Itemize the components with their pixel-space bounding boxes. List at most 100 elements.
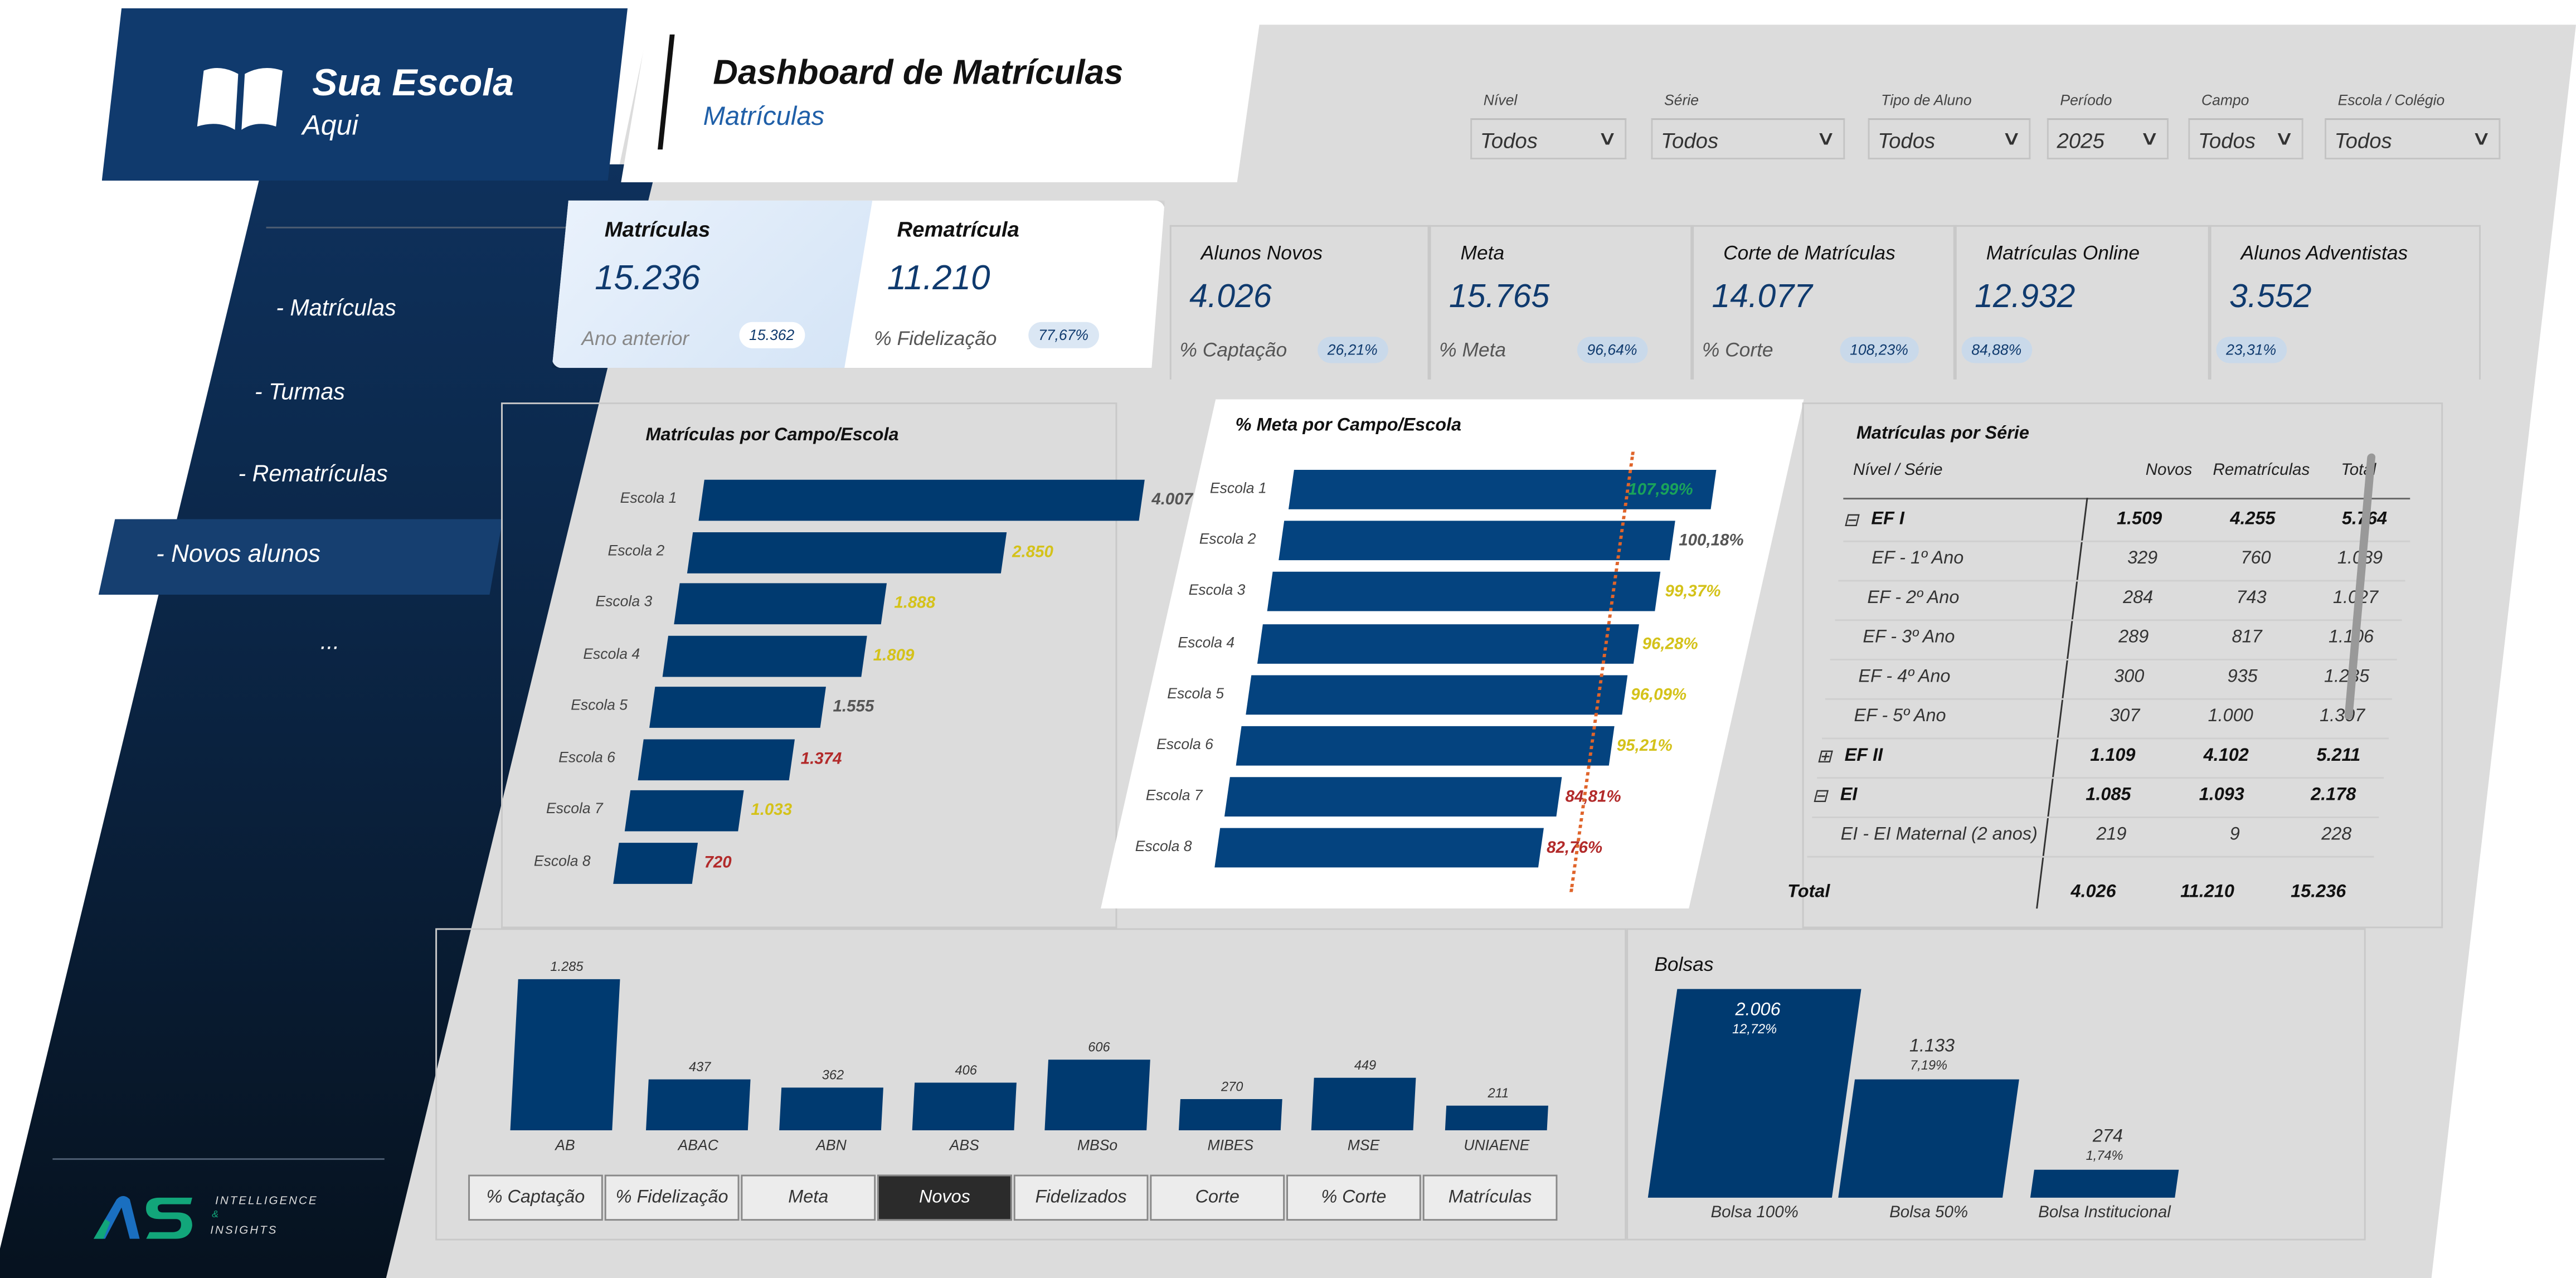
expand-toggle-icon[interactable]: ⊟ — [1812, 786, 1827, 807]
sidebar-item-rematriculas[interactable]: - Rematrículas — [238, 460, 388, 487]
bar-abn — [779, 1087, 883, 1130]
bar-value-label: 1.033 — [751, 801, 793, 820]
filter-dropdown-0[interactable]: Todos ∨ — [1470, 118, 1627, 159]
bar-category-label: Escola 3 — [595, 593, 653, 610]
bar-category-label: Escola 7 — [1145, 787, 1203, 804]
kpi-badge: 23,31% — [2216, 337, 2286, 363]
bar-category-label: Bolsa 100% — [1710, 1204, 1799, 1223]
bar-category-label: Escola 2 — [607, 541, 665, 558]
chevron-down-icon: ∨ — [2274, 126, 2295, 150]
bar-value-label: 449 — [1354, 1057, 1377, 1073]
bar-percent-label: 12,72% — [1732, 1022, 1777, 1037]
kpi-label: Corte de Matrículas — [1723, 241, 1895, 265]
filter-value: 2025 — [2057, 128, 2104, 153]
sidebar-item-matriculas[interactable]: - Matrículas — [276, 294, 396, 320]
table-row-divider — [1843, 540, 2410, 542]
panel-matriculas-escola — [501, 402, 1117, 929]
total-total: 15.236 — [2291, 882, 2346, 902]
sidebar-footer-divider — [52, 1158, 385, 1160]
bar-value-label: 96,28% — [1642, 635, 1698, 653]
table-row-name: EF I — [1871, 509, 1904, 529]
kpi-card — [1955, 225, 2210, 380]
sidebar-item-novos-alunos[interactable]: - Novos alunos — [156, 540, 320, 568]
cell-novos: 1.085 — [2086, 785, 2131, 805]
kpi-value: 15.765 — [1449, 279, 1550, 315]
filter-dropdown-5[interactable]: Todos ∨ — [2324, 118, 2501, 159]
bar-category-label: Escola 2 — [1199, 531, 1256, 548]
bar-value-label: 84,81% — [1565, 789, 1621, 807]
column-header-novos: Novos — [2145, 461, 2193, 480]
bar-category-label: Bolsa Institucional — [2038, 1204, 2171, 1223]
filter-label: Série — [1664, 92, 1699, 109]
bar-value-label: 270 — [1221, 1078, 1243, 1094]
kpi-rematricula-sub: % Fidelização — [874, 327, 997, 350]
cell-rematriculas: 4.102 — [2203, 746, 2249, 766]
cell-novos: 307 — [2110, 706, 2140, 726]
cell-rematriculas: 1.093 — [2199, 785, 2244, 805]
filter-label: Período — [2060, 92, 2112, 109]
title-card: Dashboard de Matrículas Matrículas — [621, 8, 1262, 183]
table-row-divider — [1821, 737, 2388, 740]
bar-value-label: 2.850 — [1012, 543, 1053, 561]
meta-bar-3 — [1267, 572, 1661, 612]
table-total-label: Total — [1787, 882, 1830, 902]
bar-escola-7 — [624, 790, 744, 832]
sidebar-item-active-bg — [98, 519, 503, 595]
bar-escola-8 — [612, 842, 697, 883]
filter-dropdown-3[interactable]: 2025 ∨ — [2047, 118, 2169, 159]
bar-value-label: 211 — [1488, 1086, 1509, 1101]
bar-category-label: Escola 1 — [1209, 479, 1267, 497]
sidebar-item-more[interactable]: ... — [320, 628, 340, 654]
meta-bar-8 — [1213, 828, 1543, 868]
bar-category-label: MIBES — [1207, 1136, 1254, 1154]
table-row-divider — [1839, 580, 2406, 582]
bar-value-label: 1.888 — [894, 595, 936, 613]
kpi-matriculas-bg — [552, 200, 873, 368]
panel-bolsas — [1626, 928, 2366, 1241]
chevron-down-icon: ∨ — [2471, 126, 2492, 150]
page-subtitle: Matrículas — [703, 103, 825, 132]
toggle-fidelizao[interactable]: % Fidelização — [604, 1174, 740, 1221]
filter-dropdown-4[interactable]: Todos ∨ — [2188, 118, 2303, 159]
kpi-rematricula-value: 11.210 — [887, 259, 990, 298]
bar-category-label: Escola 4 — [1178, 633, 1235, 650]
kpi-sub: % Captação — [1179, 338, 1287, 362]
kpi-value: 14.077 — [1712, 279, 1812, 315]
bar-value-label: 96,09% — [1631, 686, 1687, 704]
kpi-sub: % Meta — [1439, 338, 1506, 362]
filter-dropdown-2[interactable]: Todos ∨ — [1868, 118, 2031, 159]
bar-value-label: 107,99% — [1628, 481, 1693, 500]
toggle-corte[interactable]: % Corte — [1286, 1174, 1421, 1221]
toggle-novos[interactable]: Novos — [877, 1174, 1012, 1221]
meta-bar-7 — [1224, 777, 1562, 817]
toggle-matrculas[interactable]: Matrículas — [1422, 1174, 1558, 1221]
toggle-captao[interactable]: % Captação — [468, 1174, 603, 1221]
cell-total: 5.764 — [2288, 509, 2387, 529]
toggle-corte[interactable]: Corte — [1150, 1174, 1285, 1221]
kpi-card — [1429, 225, 1693, 380]
bar-category-label: ABAC — [678, 1136, 718, 1154]
kpi-value: 12.932 — [1975, 279, 2076, 315]
title-accent-bar — [658, 34, 675, 150]
open-book-icon — [197, 68, 283, 130]
kpi-label: Alunos Novos — [1200, 241, 1323, 265]
bar-escola-5 — [649, 687, 826, 728]
expand-toggle-icon[interactable]: ⊟ — [1843, 511, 1859, 531]
kpi-badge: 26,21% — [1318, 337, 1388, 363]
filter-value: Todos — [2334, 128, 2392, 153]
kpi-card — [2209, 225, 2481, 380]
table-row-name: EF - 2º Ano — [1867, 588, 1960, 608]
cell-total: 228 — [2321, 824, 2352, 845]
as-logo: INTELLIGENCE & INSIGHTS — [90, 1194, 317, 1248]
filter-dropdown-1[interactable]: Todos ∨ — [1651, 118, 1845, 159]
sidebar-item-turmas[interactable]: - Turmas — [254, 377, 345, 405]
cell-total: 1.235 — [2324, 667, 2370, 687]
table-row-name: EF - 1º Ano — [1872, 548, 1964, 568]
toggle-meta[interactable]: Meta — [741, 1174, 876, 1221]
bar-category-label: Escola 5 — [571, 696, 628, 713]
total-novos: 4.026 — [2070, 882, 2116, 902]
bar-category-label: MSE — [1347, 1136, 1380, 1154]
toggle-fidelizados[interactable]: Fidelizados — [1013, 1174, 1149, 1221]
expand-toggle-icon[interactable]: ⊞ — [1816, 747, 1832, 767]
bar-mibes — [1178, 1098, 1282, 1130]
